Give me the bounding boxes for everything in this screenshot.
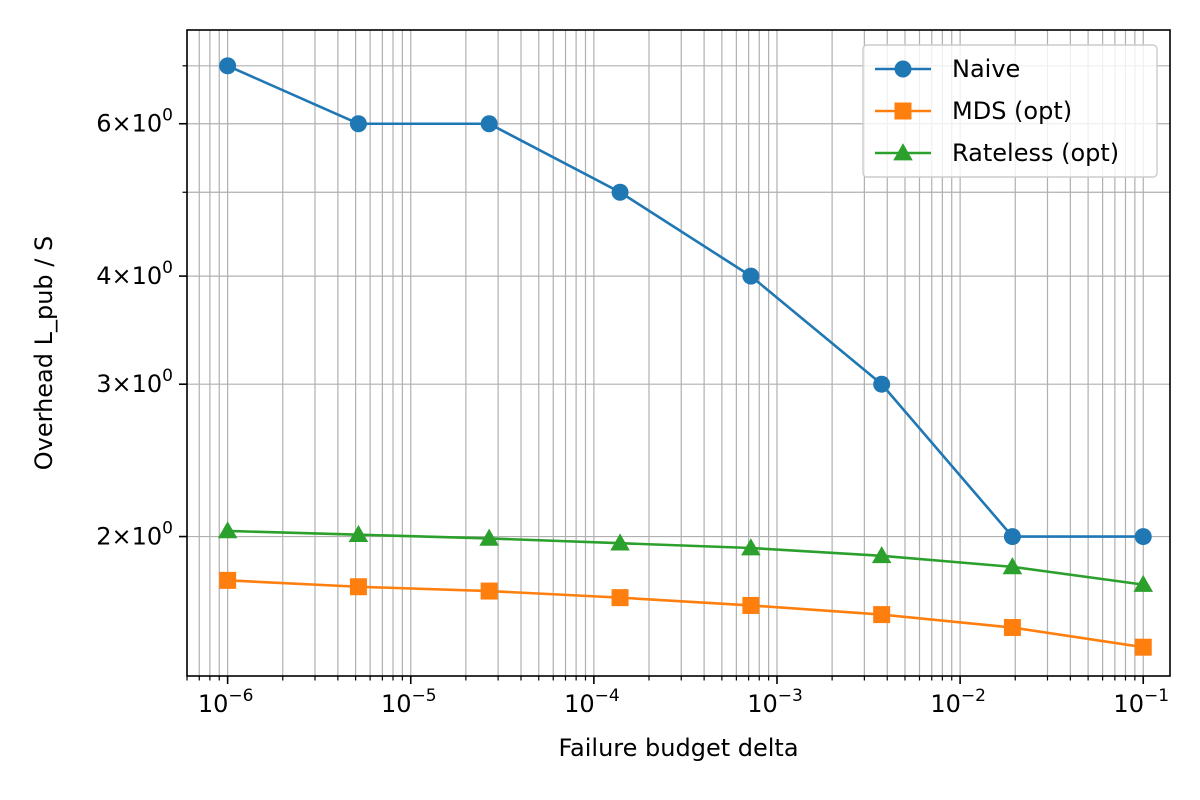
- data-point: [741, 538, 761, 556]
- data-point: [1002, 557, 1023, 575]
- legend-label: Naive: [952, 55, 1020, 83]
- data-point: [873, 375, 891, 393]
- legend-marker: [893, 143, 913, 161]
- data-point: [742, 596, 760, 614]
- data-point: [219, 571, 237, 589]
- data-point: [348, 524, 369, 543]
- data-point: [1134, 638, 1152, 656]
- data-point: [610, 533, 630, 551]
- x-tick-label: 10−4: [564, 686, 620, 718]
- legend-marker: [894, 60, 912, 78]
- legend-entry: MDS (opt): [875, 97, 1072, 125]
- legend-label: MDS (opt): [952, 97, 1072, 125]
- legend-box: [862, 44, 1158, 178]
- legend-entry: Rateless (opt): [875, 139, 1119, 167]
- data-point: [349, 115, 367, 133]
- legend-entry: Naive: [875, 55, 1020, 83]
- data-point: [742, 267, 760, 285]
- data-point: [219, 57, 237, 75]
- plot-frame: [186, 29, 1171, 677]
- series-naive: [219, 57, 1152, 546]
- y-tick-label: 4×100: [96, 258, 173, 290]
- y-tick-label: 6×100: [96, 106, 173, 138]
- x-tick-label: 10−3: [747, 686, 803, 718]
- data-point: [1134, 528, 1152, 546]
- data-point: [1133, 574, 1154, 592]
- series-line: [227, 529, 1144, 586]
- series-layer: [217, 57, 1154, 656]
- x-tick-label: 10−5: [381, 686, 437, 718]
- series-mds-opt: [219, 571, 1152, 656]
- data-point: [1003, 619, 1021, 637]
- legend: Naive MDS (opt) Rateless (opt): [862, 44, 1158, 178]
- y-tick-label: 2×100: [96, 519, 173, 551]
- data-point: [480, 582, 498, 600]
- grid: [186, 30, 1170, 676]
- x-tick-label: 10−6: [198, 686, 254, 718]
- y-tick-label: 3×100: [96, 366, 173, 398]
- series-line: [227, 579, 1144, 649]
- data-point: [217, 521, 238, 539]
- x-axis-label: Failure budget delta: [558, 734, 798, 762]
- x-tick-label: 10−2: [930, 686, 986, 718]
- data-point: [349, 578, 367, 596]
- data-point: [611, 183, 629, 201]
- y-axis-label: Overhead L_pub / S: [30, 236, 58, 470]
- data-point: [479, 528, 499, 546]
- axis-ticks: 10−6 10−5 10−4 10−3 10−2 10−1 2×100 3×100 4×100 6…: [96, 65, 1169, 718]
- series-line: [227, 64, 1144, 538]
- data-point: [611, 589, 629, 607]
- legend-marker: [894, 102, 912, 120]
- data-point: [1003, 528, 1021, 546]
- data-point: [871, 546, 892, 564]
- data-point: [480, 115, 498, 133]
- legend-label: Rateless (opt): [952, 139, 1119, 167]
- data-point: [873, 606, 891, 624]
- series-rateless-opt: [217, 521, 1154, 592]
- x-tick-label: 10−1: [1113, 686, 1169, 718]
